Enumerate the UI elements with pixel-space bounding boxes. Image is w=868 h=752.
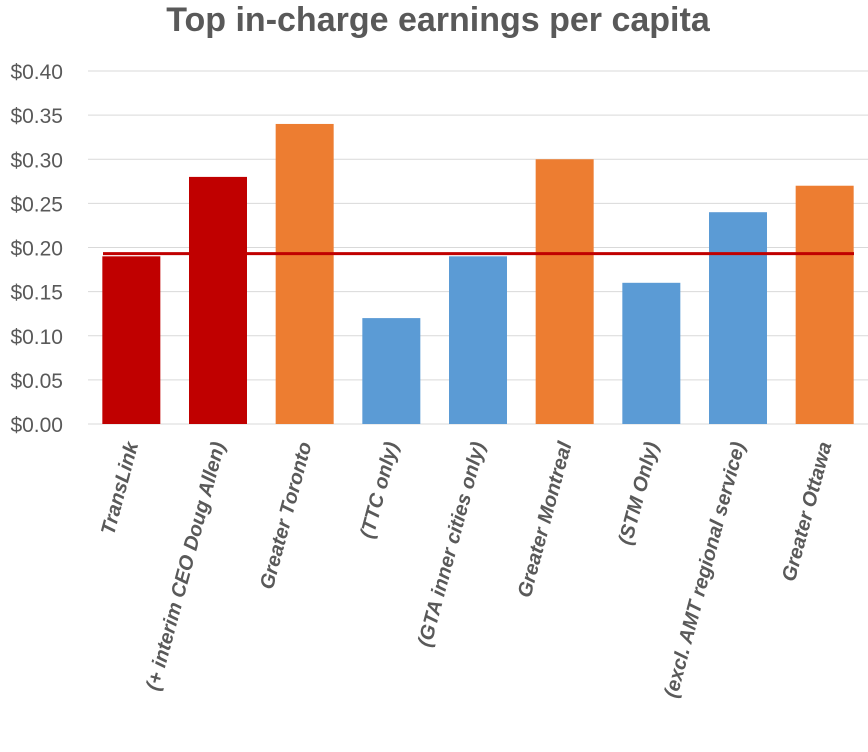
x-tick-label: (TTC only) <box>356 439 403 541</box>
y-tick-label: $0.00 <box>10 414 63 437</box>
y-tick-label: $0.20 <box>10 238 63 261</box>
x-tick-label: Greater Montreal <box>514 439 577 600</box>
y-tick-label: $0.05 <box>10 370 63 393</box>
bar <box>189 176 247 424</box>
bar <box>622 282 681 424</box>
y-tick-label: $0.15 <box>10 282 63 305</box>
x-tick-label: TransLink <box>97 439 143 538</box>
bar <box>449 256 507 424</box>
x-axis-tick-labels: TransLink (+ interim CEO Doug Allen) Great… <box>97 439 836 700</box>
bar <box>535 159 594 424</box>
bar <box>795 185 854 424</box>
x-tick-label: (STM Only) <box>615 439 664 547</box>
bar <box>102 256 161 424</box>
bar <box>362 318 421 424</box>
bar <box>275 123 334 424</box>
y-tick-label: $0.25 <box>10 193 63 216</box>
x-tick-label: Greater Ottawa <box>778 440 836 584</box>
x-tick-label: (+ interim CEO Doug Allen) <box>142 439 230 693</box>
y-tick-label: $0.35 <box>10 105 63 128</box>
y-tick-label: $0.40 <box>10 61 63 84</box>
chart-title: Top in-charge earnings per capita <box>166 1 711 39</box>
y-tick-label: $0.10 <box>10 326 63 349</box>
y-tick-label: $0.30 <box>10 149 63 172</box>
x-tick-label: Greater Toronto <box>256 440 316 592</box>
bars <box>102 123 854 424</box>
bar <box>709 212 767 424</box>
x-tick-label: (excl. AMT regional service) <box>660 439 750 700</box>
x-tick-label: (GTA inner cities only) <box>414 439 490 649</box>
y-axis-tick-labels: $0.00 $0.05 $0.10 $0.15 $0.20 $0.25 $0.30 $0.35… <box>10 61 63 437</box>
